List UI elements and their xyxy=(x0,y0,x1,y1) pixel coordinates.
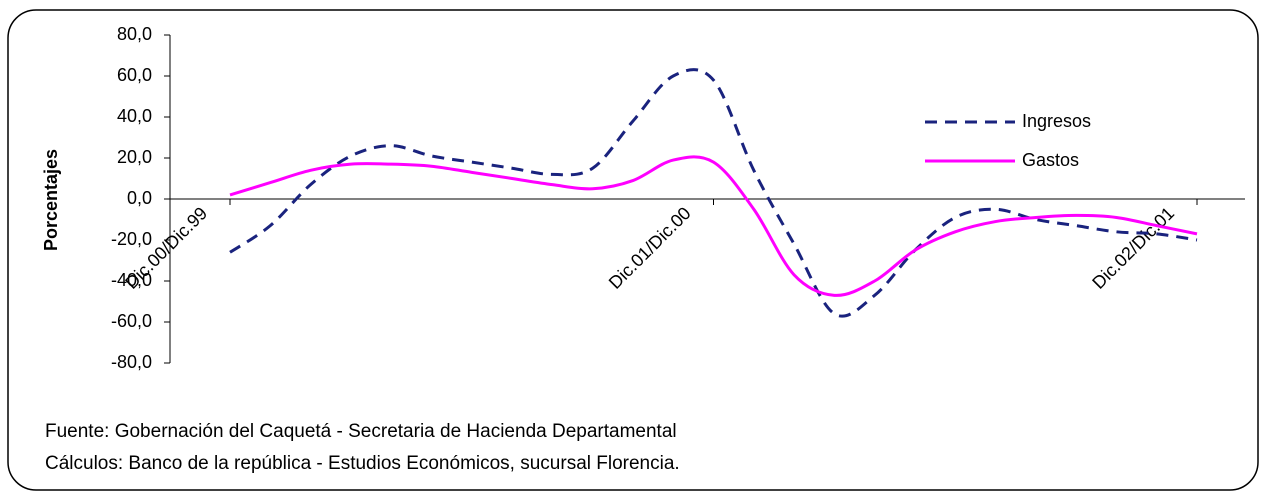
y-tick-label: 80,0 xyxy=(117,24,152,44)
y-tick-label: -80,0 xyxy=(111,352,152,372)
y-tick-label: 40,0 xyxy=(117,106,152,126)
y-tick-label: 20,0 xyxy=(117,147,152,167)
chart-frame xyxy=(7,9,1259,491)
legend-label: Ingresos xyxy=(1022,111,1091,131)
series-line xyxy=(229,68,1198,318)
y-tick-label: -40,0 xyxy=(111,270,152,290)
annotation: Fuente: Gobernación del Caquetá - Secret… xyxy=(45,421,677,442)
y-tick-label: -60,0 xyxy=(111,311,152,331)
legend-label: Gastos xyxy=(1022,150,1079,170)
annotation: Cálculos: Banco de la república - Estudi… xyxy=(45,453,680,474)
y-tick-label: 60,0 xyxy=(117,65,152,85)
series-line xyxy=(229,155,1198,297)
y-tick-label: 0,0 xyxy=(127,188,152,208)
y-axis-label: Porcentajes xyxy=(41,149,61,251)
y-tick-label: -20,0 xyxy=(111,229,152,249)
